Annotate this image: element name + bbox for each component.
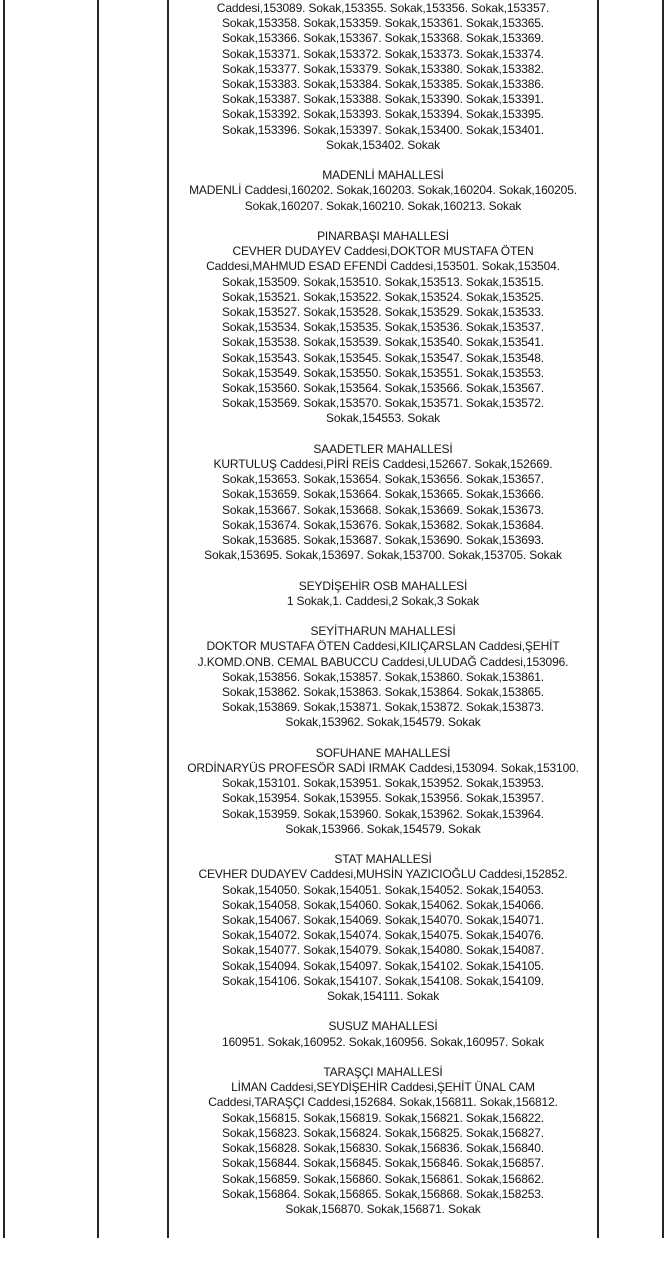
street-list-line: Sokak,153521. Sokak,153522. Sokak,153524…	[221, 289, 544, 304]
street-list-line: LİMAN Caddesi,SEYDİŞEHİR Caddesi,ŞEHİT Ü…	[231, 1080, 535, 1095]
street-list-line: Caddesi,MAHMUD ESAD EFENDİ Caddesi,15350…	[206, 259, 560, 274]
street-list-line: Sokak,153534. Sokak,153535. Sokak,153536…	[221, 320, 544, 335]
street-list-line: Sokak,160207. Sokak,160210. Sokak,160213…	[244, 198, 522, 213]
street-list-line: Sokak,154553. Sokak	[326, 411, 440, 426]
street-list-line: Sokak,153569. Sokak,153570. Sokak,153571…	[221, 396, 544, 411]
street-list-line: Sokak,154067. Sokak,154069. Sokak,154070…	[221, 913, 544, 928]
street-list-line: DOKTOR MUSTAFA ÖTEN Caddesi,KILIÇARSLAN …	[206, 639, 560, 654]
street-list-line: ORDİNARYÜS PROFESÖR SADİ IRMAK Caddesi,1…	[187, 761, 579, 776]
table-column-divider-1	[97, 0, 99, 1238]
street-list-line: Sokak,153685. Sokak,153687. Sokak,153690…	[221, 533, 544, 548]
street-list-line: Sokak,154058. Sokak,154060. Sokak,154062…	[221, 897, 544, 912]
street-list-line: Sokak,153653. Sokak,153654. Sokak,153656…	[221, 472, 544, 487]
street-list-line: Sokak,153695. Sokak,153697. Sokak,153700…	[204, 548, 562, 563]
street-list-line: Sokak,153659. Sokak,153664. Sokak,153665…	[221, 487, 544, 502]
neighborhood-header: SOFUHANE MAHALLESİ	[315, 745, 451, 760]
street-list-line: Sokak,153862. Sokak,153863. Sokak,153864…	[221, 685, 544, 700]
neighborhood-section: SEYİTHARUN MAHALLESİ DOKTOR MUSTAFA ÖTEN …	[169, 624, 597, 730]
street-list-line: Sokak,153674. Sokak,153676. Sokak,153682…	[221, 517, 544, 532]
street-list-line: Sokak,153387. Sokak,153388. Sokak,153390…	[221, 92, 544, 107]
neighborhood-header: MADENLİ MAHALLESİ	[322, 168, 444, 183]
street-list-line: Sokak,153366. Sokak,153367. Sokak,153368…	[221, 31, 544, 46]
street-list-line: Sokak,153101. Sokak,153951. Sokak,153952…	[221, 776, 544, 791]
street-list-line: Sokak,153377. Sokak,153379. Sokak,153380…	[221, 61, 544, 76]
neighborhood-section: STAT MAHALLESİ CEVHER DUDAYEV Caddesi,MUH…	[169, 852, 597, 1004]
table-column-divider-2	[167, 0, 169, 1238]
neighborhood-header: SUSUZ MAHALLESİ	[328, 1019, 438, 1034]
street-list-line: Sokak,154111. Sokak	[326, 989, 440, 1004]
street-list-line: Sokak,156844. Sokak,156845. Sokak,156846…	[221, 1156, 544, 1171]
street-list-line: Sokak,153538. Sokak,153539. Sokak,153540…	[221, 335, 544, 350]
street-list-line: Sokak,153869. Sokak,153871. Sokak,153872…	[221, 700, 544, 715]
table-border-left	[3, 0, 5, 1238]
table-column-divider-3	[597, 0, 599, 1238]
street-list-line: Sokak,154094. Sokak,154097. Sokak,154102…	[221, 958, 544, 973]
street-list-line: Sokak,156859. Sokak,156860. Sokak,156861…	[221, 1171, 544, 1186]
street-list-line: Sokak,154072. Sokak,154074. Sokak,154075…	[221, 928, 544, 943]
street-list-line: Caddesi,TARAŞÇI Caddesi,152684. Sokak,15…	[208, 1095, 558, 1110]
neighborhood-header: SEYDİŞEHİR OSB MAHALLESİ	[298, 578, 468, 593]
street-list-line: Sokak,154106. Sokak,154107. Sokak,154108…	[221, 973, 544, 988]
street-list-line: Sokak,153667. Sokak,153668. Sokak,153669…	[221, 502, 544, 517]
street-list-line: Sokak,153959. Sokak,153960. Sokak,153962…	[221, 806, 544, 821]
street-list-line: Sokak,153962. Sokak,154579. Sokak	[285, 715, 481, 730]
street-list-line: Sokak,156823. Sokak,156824. Sokak,156825…	[221, 1125, 544, 1140]
street-list-line: Sokak,156870. Sokak,156871. Sokak	[285, 1201, 481, 1216]
street-index-content: Caddesi,153089. Sokak,153355. Sokak,1533…	[169, 1, 597, 1217]
street-list-line: Sokak,153396. Sokak,153397. Sokak,153400…	[221, 122, 544, 137]
neighborhood-section: Caddesi,153089. Sokak,153355. Sokak,1533…	[169, 1, 597, 153]
street-list-line: 1 Sokak,1. Caddesi,2 Sokak,3 Sokak	[286, 593, 480, 608]
neighborhood-section: SEYDİŞEHİR OSB MAHALLESİ 1 Sokak,1. Cadde…	[169, 579, 597, 609]
street-list-line: Sokak,153392. Sokak,153393. Sokak,153394…	[221, 107, 544, 122]
street-list-line: Sokak,153383. Sokak,153384. Sokak,153385…	[221, 77, 544, 92]
street-list-line: Sokak,153560. Sokak,153564. Sokak,153566…	[221, 381, 544, 396]
street-list-line: KURTULUŞ Caddesi,PİRİ REİS Caddesi,15266…	[213, 457, 553, 472]
street-list-line: 160951. Sokak,160952. Sokak,160956. Soka…	[221, 1034, 544, 1049]
street-list-line: Sokak,153954. Sokak,153955. Sokak,153956…	[221, 791, 544, 806]
neighborhood-section: PINARBAŞI MAHALLESİ CEVHER DUDAYEV Caddes…	[169, 229, 597, 427]
neighborhood-section: SUSUZ MAHALLESİ 160951. Sokak,160952. Sok…	[169, 1019, 597, 1049]
street-list-line: Sokak,154077. Sokak,154079. Sokak,154080…	[221, 943, 544, 958]
neighborhood-section: MADENLİ MAHALLESİ MADENLİ Caddesi,160202.…	[169, 168, 597, 214]
street-list-line: CEVHER DUDAYEV Caddesi,MUHSİN YAZICIOĞLU…	[198, 867, 568, 882]
street-list-line: Sokak,156864. Sokak,156865. Sokak,156868…	[221, 1186, 544, 1201]
neighborhood-header: SAADETLER MAHALLESİ	[313, 441, 453, 456]
street-list-line: Caddesi,153089. Sokak,153355. Sokak,1533…	[216, 1, 550, 15]
neighborhood-header: TARAŞÇI MAHALLESİ	[323, 1065, 443, 1080]
street-list-line: Sokak,156815. Sokak,156819. Sokak,156821…	[221, 1110, 544, 1125]
neighborhood-section: TARAŞÇI MAHALLESİ LİMAN Caddesi,SEYDİŞEHİ…	[169, 1065, 597, 1217]
street-list-line: Sokak,153371. Sokak,153372. Sokak,153373…	[221, 46, 544, 61]
street-list-line: Sokak,153549. Sokak,153550. Sokak,153551…	[221, 365, 544, 380]
neighborhood-section: SOFUHANE MAHALLESİ ORDİNARYÜS PROFESÖR SA…	[169, 746, 597, 837]
street-list-line: Sokak,153358. Sokak,153359. Sokak,153361…	[221, 16, 544, 31]
street-list-line: CEVHER DUDAYEV Caddesi,DOKTOR MUSTAFA ÖT…	[232, 244, 534, 259]
neighborhood-section: SAADETLER MAHALLESİ KURTULUŞ Caddesi,PİRİ…	[169, 442, 597, 564]
street-list-line: Sokak,153543. Sokak,153545. Sokak,153547…	[221, 350, 544, 365]
street-list-line: Sokak,153966. Sokak,154579. Sokak	[285, 821, 481, 836]
neighborhood-header: PINARBAŞI MAHALLESİ	[317, 229, 449, 244]
street-list-line: Sokak,156828. Sokak,156830. Sokak,156836…	[221, 1141, 544, 1156]
street-list-line: Sokak,153509. Sokak,153510. Sokak,153513…	[221, 274, 544, 289]
neighborhood-header: SEYİTHARUN MAHALLESİ	[310, 624, 456, 639]
street-list-line: Sokak,153856. Sokak,153857. Sokak,153860…	[221, 669, 544, 684]
table-border-right	[662, 0, 664, 1238]
street-list-line: Sokak,154050. Sokak,154051. Sokak,154052…	[221, 882, 544, 897]
street-list-line: J.KOMD.ONB. CEMAL BABUCCU Caddesi,ULUDAĞ…	[197, 654, 569, 669]
neighborhood-header: STAT MAHALLESİ	[334, 852, 432, 867]
street-list-line: Sokak,153402. Sokak	[326, 137, 440, 152]
street-list-line: MADENLİ Caddesi,160202. Sokak,160203. So…	[189, 183, 577, 198]
street-list-line: Sokak,153527. Sokak,153528. Sokak,153529…	[221, 305, 544, 320]
